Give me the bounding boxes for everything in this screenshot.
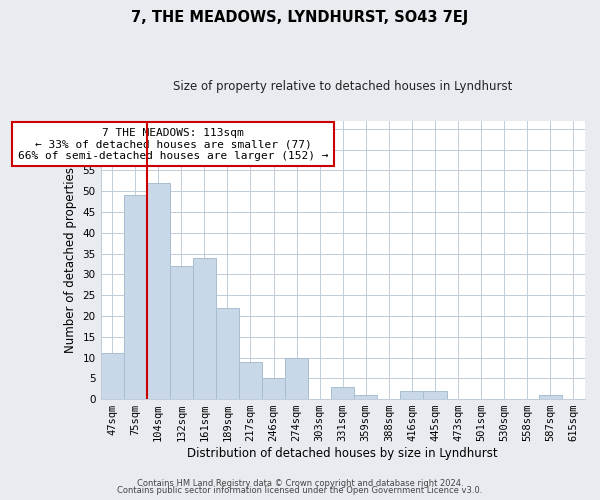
Bar <box>193 258 216 399</box>
Bar <box>101 354 124 399</box>
Text: 7, THE MEADOWS, LYNDHURST, SO43 7EJ: 7, THE MEADOWS, LYNDHURST, SO43 7EJ <box>131 10 469 25</box>
Bar <box>262 378 285 399</box>
Bar <box>124 196 146 399</box>
Bar <box>539 395 562 399</box>
X-axis label: Distribution of detached houses by size in Lyndhurst: Distribution of detached houses by size … <box>187 447 498 460</box>
Bar <box>400 391 424 399</box>
Title: Size of property relative to detached houses in Lyndhurst: Size of property relative to detached ho… <box>173 80 512 93</box>
Bar <box>146 183 170 399</box>
Bar <box>170 266 193 399</box>
Text: Contains public sector information licensed under the Open Government Licence v3: Contains public sector information licen… <box>118 486 482 495</box>
Bar <box>354 395 377 399</box>
Bar <box>216 308 239 399</box>
Bar <box>424 391 446 399</box>
Y-axis label: Number of detached properties: Number of detached properties <box>64 167 77 353</box>
Text: Contains HM Land Registry data © Crown copyright and database right 2024.: Contains HM Land Registry data © Crown c… <box>137 478 463 488</box>
Bar <box>239 362 262 399</box>
Text: 7 THE MEADOWS: 113sqm
← 33% of detached houses are smaller (77)
66% of semi-deta: 7 THE MEADOWS: 113sqm ← 33% of detached … <box>18 128 328 160</box>
Bar <box>331 386 354 399</box>
Bar <box>285 358 308 399</box>
